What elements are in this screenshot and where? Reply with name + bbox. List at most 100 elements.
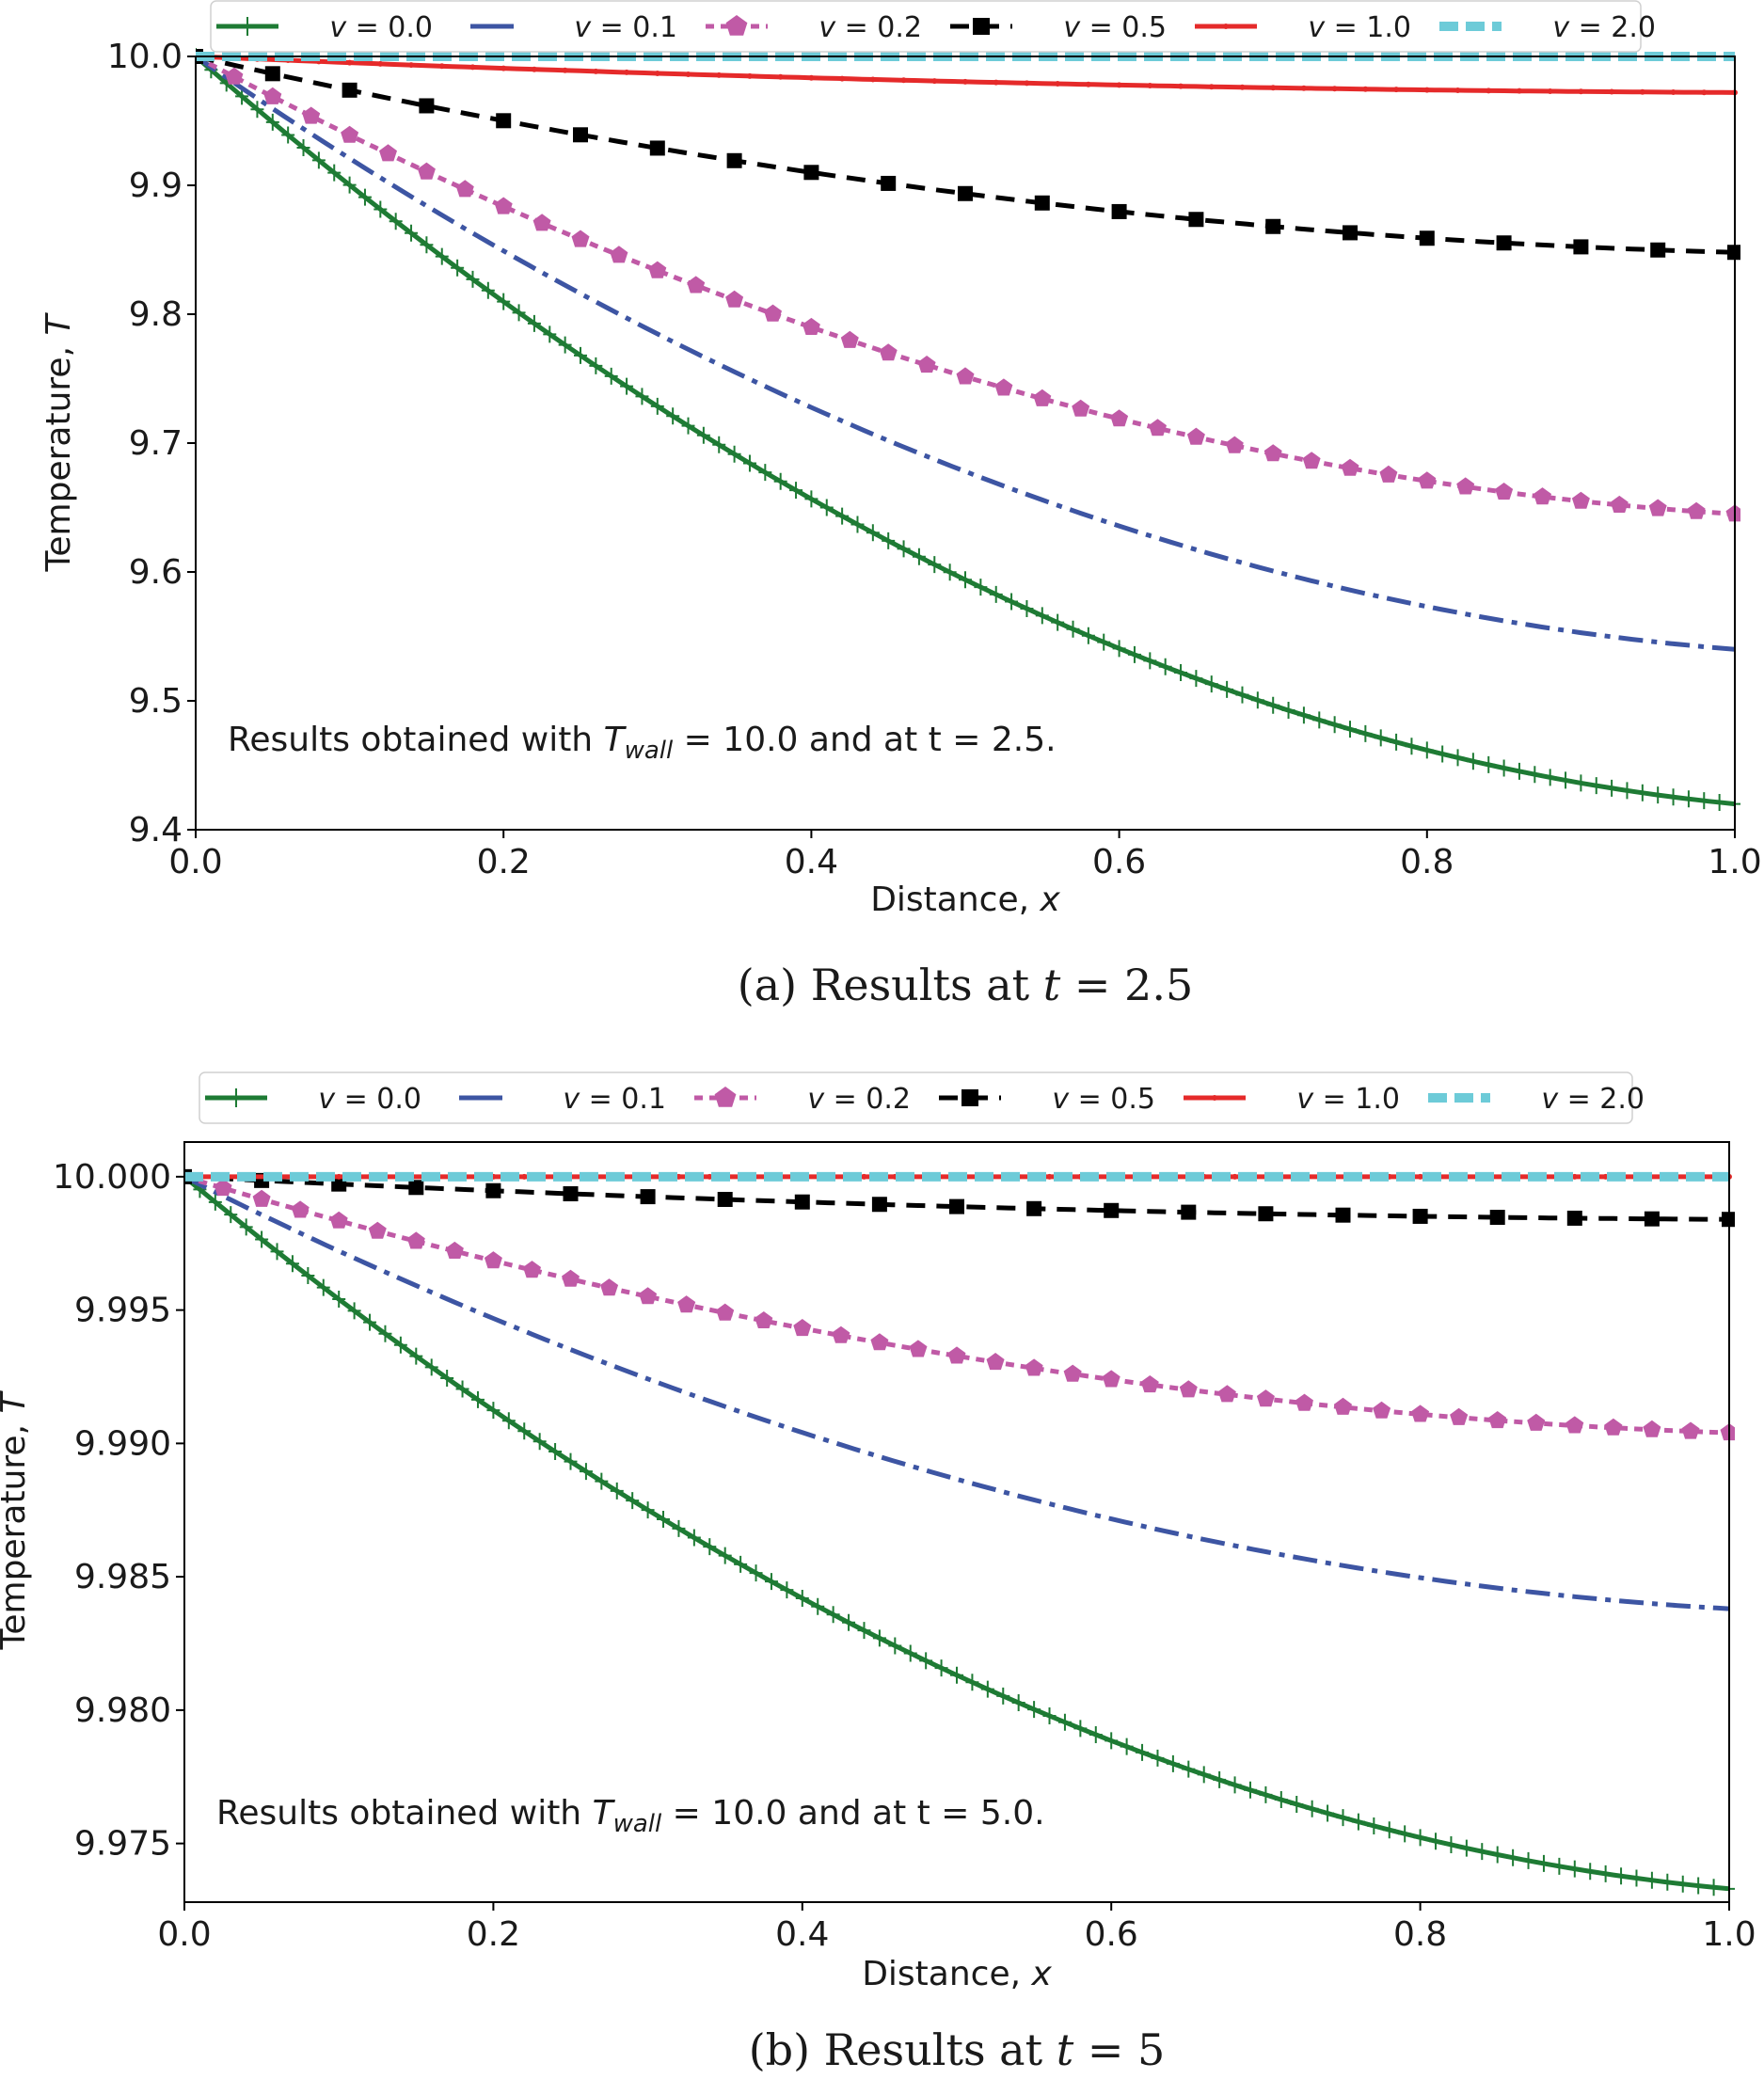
marker-plus [1528, 766, 1542, 784]
x-tick-label: 0.4 [775, 1915, 829, 1954]
marker-plus [1583, 1863, 1597, 1881]
y-tick-label: 9.990 [74, 1424, 171, 1463]
marker-pentagon [1302, 452, 1321, 469]
marker-square [1188, 212, 1204, 228]
marker-plus [681, 417, 695, 435]
marker-plus [1374, 729, 1388, 747]
x-tick-label: 0.0 [168, 843, 222, 881]
marker-pentagon [1149, 419, 1167, 436]
legend-label: v = 1.0 [1296, 1083, 1400, 1116]
marker-plus [1444, 1835, 1458, 1853]
marker-pentagon [1411, 1405, 1430, 1422]
x-tick-label: 0.6 [1085, 1915, 1138, 1954]
marker-pentagon [610, 246, 628, 263]
marker-pentagon [1681, 1421, 1700, 1439]
marker-plus [811, 1597, 825, 1615]
marker-plus [393, 1336, 407, 1354]
marker-plus [912, 548, 926, 565]
marker-plus [1228, 1776, 1242, 1794]
marker-plus [959, 571, 972, 589]
marker-plus [1521, 1851, 1535, 1869]
marker-plus [208, 1193, 222, 1211]
marker-plus [1027, 1701, 1041, 1719]
marker-square [949, 1198, 964, 1214]
marker-pentagon [1450, 1407, 1469, 1425]
x-tick-label: 0.0 [157, 1915, 211, 1954]
marker-pentagon [1334, 1397, 1352, 1415]
marker-plus [1692, 1877, 1706, 1895]
marker-plus [285, 1255, 299, 1273]
marker-dot [1055, 81, 1061, 87]
x-tick-label: 0.6 [1092, 843, 1146, 881]
marker-pentagon [840, 330, 859, 348]
legend-label: v = 0.2 [818, 11, 922, 44]
marker-plus [1413, 1829, 1427, 1847]
marker-pentagon [571, 230, 590, 247]
y-tick-label: 10.0 [107, 38, 183, 76]
marker-plus [1120, 1738, 1134, 1755]
marker-pentagon [291, 1200, 310, 1218]
x-tick-label: 0.8 [1400, 843, 1454, 881]
marker-pentagon [909, 1340, 928, 1357]
marker-plus [1367, 1817, 1381, 1834]
marker-plus [1398, 1825, 1412, 1843]
marker-pentagon [648, 261, 667, 278]
marker-pentagon [870, 1333, 889, 1351]
marker-pentagon [1379, 465, 1398, 483]
marker-plus [579, 1463, 593, 1481]
marker-pentagon [225, 67, 244, 85]
marker-square [1181, 1204, 1197, 1220]
marker-pentagon [1140, 1375, 1159, 1393]
marker-plus [517, 1422, 532, 1440]
marker-square [1104, 1202, 1120, 1218]
marker-square [1419, 230, 1435, 246]
marker-dot [1547, 87, 1553, 94]
marker-plus [1552, 1857, 1566, 1875]
x-axis-label: Distance, x [862, 1955, 1052, 1993]
marker-square [563, 1186, 579, 1202]
marker-dot [1393, 87, 1400, 93]
marker-square [803, 165, 819, 181]
marker-plus [405, 224, 419, 242]
marker-plus [1651, 786, 1665, 804]
axes-frame [183, 1141, 1730, 1903]
series-line [196, 54, 1736, 255]
marker-plus [672, 1519, 686, 1537]
marker-plus [1197, 1766, 1211, 1784]
marker-plus [903, 1644, 917, 1662]
marker-plus [610, 1482, 624, 1500]
marker-plus [1204, 675, 1218, 693]
marker-plus [1614, 1867, 1629, 1885]
marker-plus [1666, 788, 1680, 806]
marker-plus [1011, 1694, 1025, 1712]
series-v05-b [184, 1168, 1735, 1228]
legend-item-v02: v = 0.2 [706, 11, 922, 44]
marker-plus [1661, 1873, 1675, 1891]
marker-square [881, 175, 897, 191]
marker-plus [420, 236, 434, 254]
marker-pentagon [947, 1346, 966, 1364]
legend-item-v2: v = 2.0 [1428, 1083, 1645, 1116]
marker-plus [389, 213, 403, 230]
marker-plus [1051, 613, 1065, 631]
y-axis-label: Temperature, T [40, 312, 78, 573]
marker-dot [654, 70, 660, 76]
marker-plus [455, 1380, 469, 1398]
marker-plus [1543, 769, 1557, 786]
marker-plus [1605, 779, 1619, 797]
series-v01-b [184, 1174, 1730, 1611]
marker-plus [270, 1243, 284, 1261]
marker-plus [696, 426, 710, 444]
legend-label: v = 0.1 [563, 1083, 666, 1116]
marker-dot [1024, 80, 1030, 87]
marker-pentagon [1456, 477, 1475, 495]
marker-plus [595, 1472, 609, 1490]
marker-dot [962, 78, 968, 85]
marker-square [1650, 242, 1666, 258]
marker-square [408, 1180, 424, 1196]
marker-plus [718, 1547, 732, 1564]
marker-square [1034, 195, 1050, 211]
marker-pentagon [1610, 495, 1629, 513]
marker-plus [934, 1659, 948, 1677]
marker-square [1412, 1208, 1428, 1224]
